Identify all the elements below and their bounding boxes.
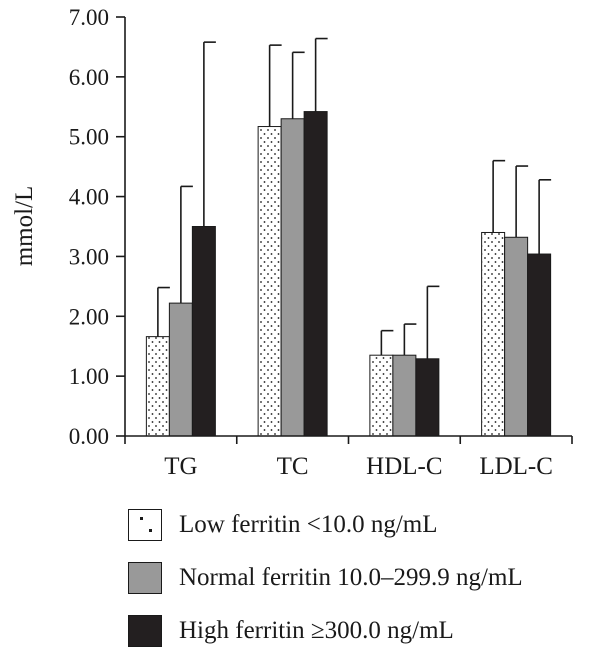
bar-tc-series-2: [303, 111, 328, 437]
y-tick-label: 5.00: [69, 125, 109, 150]
y-tick-label: 2.00: [69, 304, 109, 329]
legend-item-high-ferritin: High ferritin ≥300.0 ng/mL: [128, 611, 598, 651]
legend-item-low-ferritin: Low ferritin <10.0 ng/mL: [128, 505, 598, 545]
bar-hdl-c-series-1: [392, 354, 417, 437]
legend-item-normal-ferritin: Normal ferritin 10.0–299.9 ng/mL: [128, 558, 598, 598]
bar-tg-series-0: [145, 336, 170, 437]
legend-swatch-low-ferritin: [128, 509, 162, 541]
x-tick-marks: [124, 436, 573, 444]
bars: [145, 111, 552, 437]
legend-swatch-normal-ferritin: [128, 562, 162, 594]
bar-tc-series-0: [257, 126, 282, 437]
bar-hdl-c-series-0: [369, 354, 394, 437]
y-tick-label: 4.00: [69, 185, 109, 210]
bar-tg-series-1: [168, 302, 193, 437]
legend-label-high-ferritin: High ferritin ≥300.0 ng/mL: [179, 617, 454, 644]
error-bars: [157, 37, 552, 359]
legend-label-low-ferritin: Low ferritin <10.0 ng/mL: [179, 511, 438, 538]
bar-chart: 0.00 1.00 2.00 3.00 4.00 5.00 6.00 7.00 TG TC HDL…: [11, 5, 573, 480]
y-tick-marks: [116, 16, 125, 437]
bar-ldl-c-series-2: [527, 253, 552, 437]
legend-swatch-high-ferritin: [128, 615, 162, 647]
x-category-labels: TG TC HDL-C LDL-C: [164, 453, 553, 480]
x-category-label: TG: [164, 453, 197, 480]
x-category-label: LDL-C: [479, 453, 553, 480]
x-category-label: HDL-C: [366, 453, 442, 480]
y-tick-label: 3.00: [69, 244, 109, 269]
bar-ldl-c-series-1: [504, 236, 529, 437]
legend-label-normal-ferritin: Normal ferritin 10.0–299.9 ng/mL: [179, 564, 523, 591]
x-category-label: TC: [277, 453, 309, 480]
bar-tc-series-1: [280, 118, 305, 437]
y-tick-labels: 0.00 1.00 2.00 3.00 4.00 5.00 6.00 7.00: [69, 5, 109, 449]
y-tick-label: 0.00: [69, 424, 109, 449]
y-tick-label: 6.00: [69, 65, 109, 90]
bar-tg-series-2: [191, 226, 216, 437]
y-axis-label: mmol/L: [11, 186, 38, 267]
y-tick-label: 1.00: [69, 364, 109, 389]
bar-ldl-c-series-0: [481, 231, 506, 437]
bar-hdl-c-series-2: [415, 358, 440, 437]
y-tick-label: 7.00: [69, 5, 109, 30]
